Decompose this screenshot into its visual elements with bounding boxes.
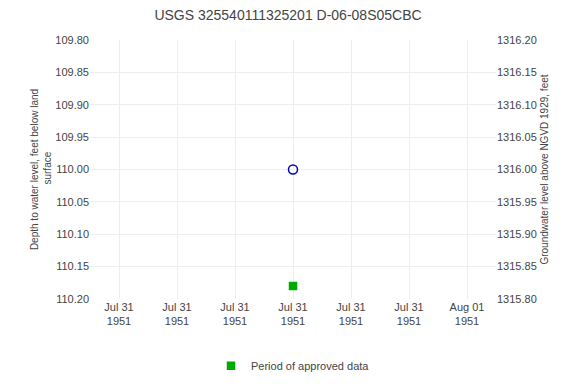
svg-text:1316.20: 1316.20 <box>497 34 537 46</box>
svg-text:1316.00: 1316.00 <box>497 163 537 175</box>
svg-text:1315.95: 1315.95 <box>497 196 537 208</box>
svg-text:110.20: 110.20 <box>56 293 89 305</box>
svg-text:1315.90: 1315.90 <box>497 228 537 240</box>
svg-text:1316.05: 1316.05 <box>497 131 537 143</box>
svg-text:109.80: 109.80 <box>55 34 89 46</box>
svg-text:Jul 311951: Jul 311951 <box>104 301 133 327</box>
svg-text:109.90: 109.90 <box>55 99 89 111</box>
svg-text:1316.10: 1316.10 <box>497 99 537 111</box>
svg-text:110.10: 110.10 <box>56 228 89 240</box>
svg-text:110.00: 110.00 <box>56 163 89 175</box>
svg-text:110.05: 110.05 <box>56 196 89 208</box>
svg-text:Aug 011951: Aug 011951 <box>450 301 485 327</box>
svg-text:Jul 311951: Jul 311951 <box>162 301 191 327</box>
svg-text:1316.15: 1316.15 <box>497 66 537 78</box>
svg-text:Groundwater level above NGVD 1: Groundwater level above NGVD 1929, feet <box>539 74 550 264</box>
svg-text:Jul 311951: Jul 311951 <box>278 301 307 327</box>
svg-text:Jul 311951: Jul 311951 <box>220 301 249 327</box>
svg-text:110.15: 110.15 <box>56 260 89 272</box>
svg-text:109.85: 109.85 <box>55 66 89 78</box>
svg-text:Depth to water level, feet bel: Depth to water level, feet below land su… <box>29 89 53 250</box>
svg-text:109.95: 109.95 <box>55 131 89 143</box>
svg-text:Jul 311951: Jul 311951 <box>336 301 365 327</box>
svg-text:Jul 311951: Jul 311951 <box>394 301 423 327</box>
svg-text:1315.80: 1315.80 <box>497 293 537 305</box>
svg-text:1315.85: 1315.85 <box>497 260 537 272</box>
svg-text:USGS 325540111325201 D-06-08S0: USGS 325540111325201 D-06-08S05CBC <box>154 7 421 23</box>
svg-text:Period of approved data: Period of approved data <box>251 360 369 372</box>
